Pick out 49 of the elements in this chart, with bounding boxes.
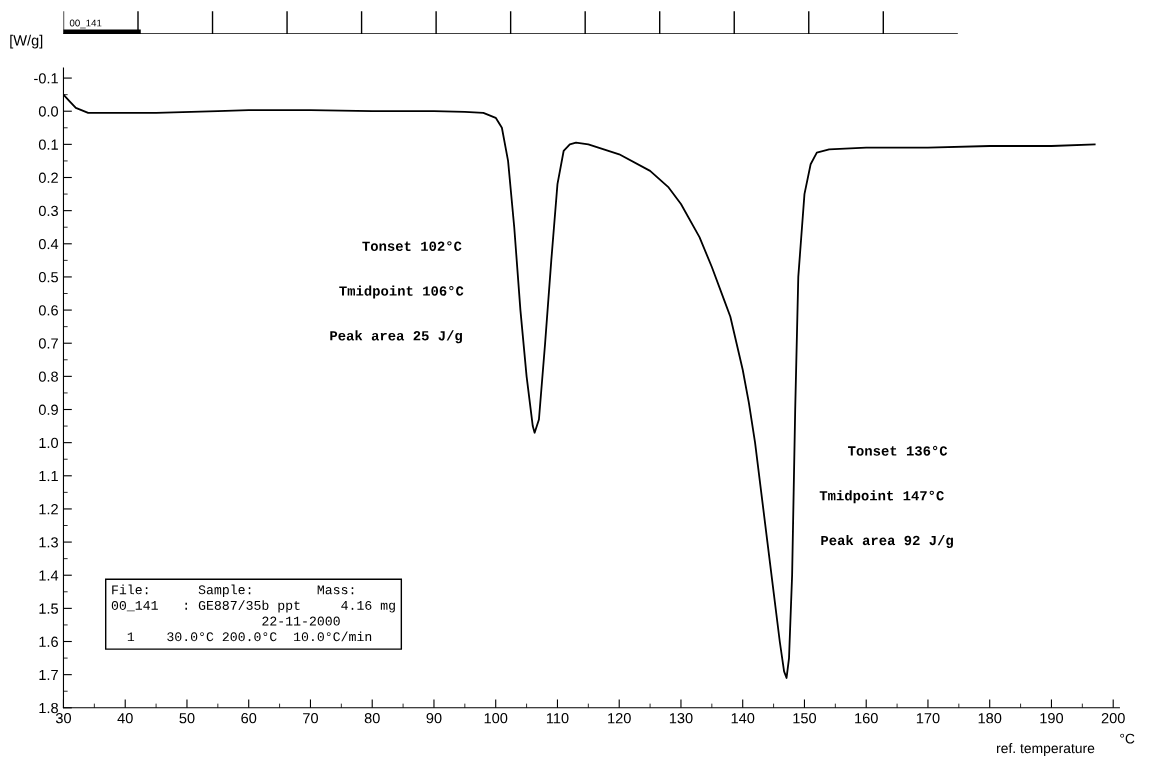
y-tick-label: 1.6 [39, 636, 58, 647]
y-tick-label: 0.2 [38, 172, 58, 183]
y-tick-label: 0.1 [38, 139, 58, 150]
annotation: File: Sample: Mass: 00_141 : GE887/35b ppt 4.16 mg 22-11-2000 1 30.0°C 200.0°C 10.0°C/min [111, 584, 395, 642]
annotation: Tmidpoint 106°C [339, 285, 464, 299]
text: 00_141 [69, 19, 102, 29]
x-tick-label: 40 [117, 713, 133, 724]
x-tick-label: 90 [426, 713, 442, 724]
annotation: Tmidpoint 147°C [819, 490, 944, 504]
x-tick-label: 50 [179, 713, 195, 724]
x-tick-label: 100 [484, 713, 508, 724]
x-tick-label: 160 [855, 713, 878, 724]
annotation: Peak area 92 J/g [821, 534, 953, 548]
x-tick-label: 30 [55, 713, 72, 724]
y-tick-label: 0.5 [38, 272, 58, 283]
annotation: Peak area 25 J/g [330, 330, 462, 344]
x-tick-label: 200 [1101, 713, 1125, 724]
y-tick-label: -0.1 [34, 73, 58, 84]
y-tick-label: 0.7 [38, 338, 58, 349]
y-tick-label: 1.0 [39, 437, 59, 449]
x-tick-label: 120 [608, 713, 631, 724]
x-tick-label: 190 [1040, 713, 1064, 724]
y-tick-label: 0.3 [38, 205, 58, 217]
x-tick-label: 140 [731, 713, 755, 724]
y-tick-label: 1.1 [39, 471, 58, 482]
y-tick-label: 1.3 [39, 537, 58, 548]
y-tick-label: 1.4 [39, 570, 59, 581]
x-tick-label: 60 [241, 713, 257, 724]
y-tick-label: 0.4 [38, 238, 59, 250]
y-tick-label: 0.9 [38, 404, 58, 415]
x-tick-label: 70 [303, 713, 319, 724]
y-tick-label: 1.7 [39, 669, 58, 680]
y-axis-title: [W/g] [10, 34, 43, 49]
y-tick-label: 1.2 [39, 504, 58, 515]
y-tick-label: 0.0 [38, 106, 59, 117]
y-tick-label: 0.6 [38, 305, 58, 316]
y-tick-label: 1.8 [39, 702, 58, 714]
y-tick-label: 1.5 [39, 603, 58, 614]
x2-axis-title: °C [1120, 733, 1135, 744]
x-tick-label: 110 [546, 713, 569, 724]
x-axis-title: ref. temperature [996, 742, 1095, 756]
x-tick-label: 170 [916, 713, 940, 724]
x-tick-label: 150 [793, 713, 817, 724]
annotation: Tonset 136°C [848, 445, 948, 456]
x-tick-label: 80 [364, 713, 380, 724]
y-tick-label: 0.8 [38, 371, 58, 382]
x-tick-label: 130 [669, 713, 693, 724]
x-tick-label: 180 [978, 713, 1002, 724]
annotation: Tonset 102°C [362, 241, 462, 251]
